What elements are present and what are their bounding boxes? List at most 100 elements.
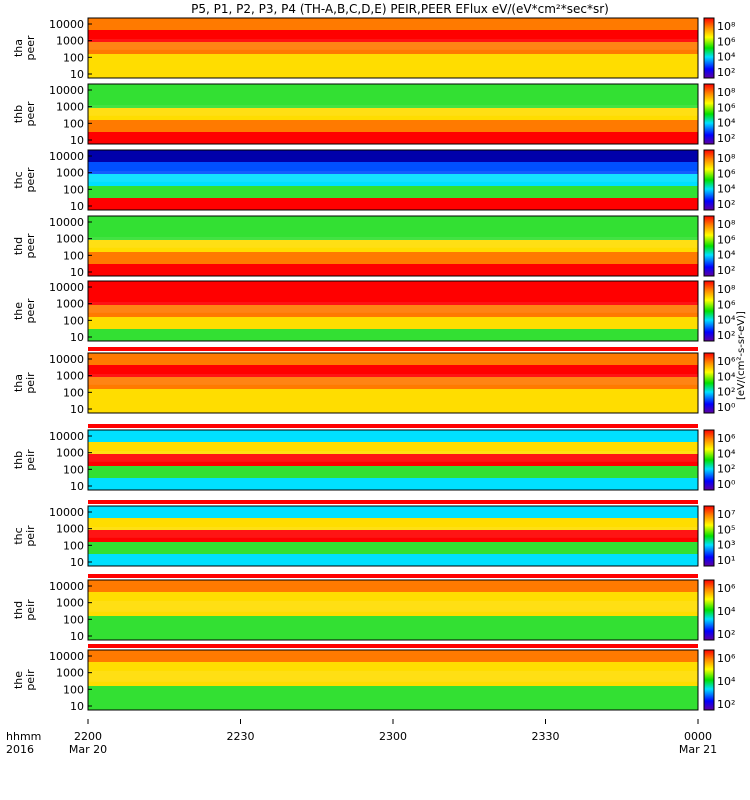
colorbar-tick-label: 10² xyxy=(717,132,735,145)
spectrogram-band xyxy=(88,54,698,67)
colorbar-tick-label: 10² xyxy=(717,329,735,342)
panel-thd-peer: 10000 1000 100 10 thd peer 10⁸ 10⁶ 10⁴ 10² xyxy=(12,215,736,279)
panel-probe-label: the xyxy=(12,302,25,320)
colorbar xyxy=(703,649,715,711)
y-tick-label: 100 xyxy=(63,117,84,130)
panel-thb-peir: 10000 1000 100 10 thb peir 10⁶ 10⁴ 10² 10⁰ xyxy=(12,424,736,493)
spectrogram-band xyxy=(88,592,698,605)
panel-frame xyxy=(87,579,699,641)
panel-species-label: peer xyxy=(24,35,37,61)
spectrogram-band xyxy=(88,120,698,133)
panel-thc-peir: 10000 1000 100 10 thc peir 10⁷ 10⁵ 10³ 10¹ xyxy=(12,500,735,569)
spectrogram-overlay xyxy=(88,451,698,462)
spectrogram-band xyxy=(88,604,698,617)
y-tick-label: 100 xyxy=(63,314,84,327)
spectrogram-band xyxy=(88,240,698,253)
panel-frame xyxy=(87,505,699,567)
spectrogram-band xyxy=(88,377,698,390)
time-tick-label: 2300 xyxy=(379,730,407,743)
spectrogram-band xyxy=(88,305,698,318)
panel-species-label: peer xyxy=(24,167,37,193)
y-tick-label: 100 xyxy=(63,183,84,196)
colorbar-tick-label: 10² xyxy=(717,628,735,641)
panel-probe-label: thc xyxy=(12,171,25,188)
colorbar-tick-label: 10⁶ xyxy=(717,652,736,665)
panel-frame xyxy=(87,149,699,211)
panel-probe-label: tha xyxy=(12,374,25,392)
colorbar-tick-label: 10⁸ xyxy=(717,20,736,33)
spectrogram-band xyxy=(88,686,698,699)
colorbar xyxy=(703,352,715,414)
colorbar-tick-label: 10⁸ xyxy=(717,152,736,165)
panel-frame xyxy=(87,215,699,277)
y-tick-label: 10000 xyxy=(49,18,84,31)
spectrogram-band xyxy=(88,353,698,366)
panel-species-label: peir xyxy=(24,525,37,547)
spectrogram-band xyxy=(88,401,698,414)
colorbar-tick-label: 10² xyxy=(717,463,735,476)
colorbar-tick-label: 10⁴ xyxy=(717,370,736,383)
panel-frame xyxy=(87,280,699,342)
colorbar-tick-label: 10⁴ xyxy=(717,249,736,262)
colorbar-tick-label: 10⁴ xyxy=(717,51,736,64)
y-tick-label: 1000 xyxy=(56,523,84,536)
panel-probe-label: tha xyxy=(12,39,25,57)
colorbar-tick-label: 10⁸ xyxy=(717,218,736,231)
panel-probe-label: thd xyxy=(12,601,25,619)
panel-probe-label: thb xyxy=(12,451,25,469)
spectrogram-band xyxy=(88,442,698,455)
colorbar xyxy=(703,149,715,211)
spectrogram-band xyxy=(88,198,698,211)
colorbar-tick-label: 10² xyxy=(717,264,735,277)
colorbar-tick-label: 10⁶ xyxy=(717,167,736,180)
y-tick-label: 10 xyxy=(70,200,84,213)
spectrogram-band xyxy=(88,264,698,277)
spectrogram-band xyxy=(88,674,698,687)
y-tick-label: 10 xyxy=(70,480,84,493)
colorbar xyxy=(703,579,715,641)
y-tick-label: 10000 xyxy=(49,84,84,97)
y-tick-label: 100 xyxy=(63,386,84,399)
colorbar-tick-label: 10⁴ xyxy=(717,314,736,327)
colorbar-tick-label: 10² xyxy=(717,66,735,79)
spectrogram-band xyxy=(88,542,698,555)
colorbar-tick-label: 10¹ xyxy=(717,554,735,567)
panel-probe-label: thc xyxy=(12,527,25,544)
spectrogram-band xyxy=(88,293,698,306)
spectrogram-band xyxy=(88,132,698,145)
spectrogram-band xyxy=(88,66,698,79)
colorbar-tick-label: 10⁸ xyxy=(717,283,736,296)
colorbar xyxy=(703,429,715,491)
colorbar-tick-label: 10⁵ xyxy=(717,523,735,536)
colorbar-tick-label: 10⁶ xyxy=(717,101,736,114)
chart-title: P5, P1, P2, P3, P4 (TH-A,B,C,D,E) PEIR,P… xyxy=(191,2,609,16)
panel-thc-peer: 10000 1000 100 10 thc peer 10⁸ 10⁶ 10⁴ 10² xyxy=(12,149,736,213)
colorbar-units-label: [eV/(cm²-s-sr-eV)] xyxy=(736,311,747,400)
y-tick-label: 1000 xyxy=(56,447,84,460)
spectrogram-band xyxy=(88,18,698,31)
panel-frame xyxy=(87,352,699,414)
time-row-label: 2016 xyxy=(6,743,34,756)
spectrogram-band xyxy=(88,662,698,675)
spectrogram-band xyxy=(88,228,698,241)
spectrogram-band xyxy=(88,478,698,491)
colorbar xyxy=(703,17,715,79)
panel-species-label: peir xyxy=(24,372,37,394)
spectrogram-band xyxy=(88,628,698,641)
time-date-label: Mar 20 xyxy=(69,743,107,756)
colorbar-tick-label: 10⁰ xyxy=(717,401,736,414)
colorbar-tick-label: 10² xyxy=(717,698,735,711)
colorbar-tick-label: 10⁴ xyxy=(717,447,736,460)
colorbar xyxy=(703,215,715,277)
y-tick-label: 10000 xyxy=(49,150,84,163)
spectrogram-overlay xyxy=(88,105,698,116)
spectrogram-band xyxy=(88,580,698,593)
panel-probe-label: thb xyxy=(12,105,25,123)
y-tick-label: 10000 xyxy=(49,580,84,593)
spectrogram-band xyxy=(88,162,698,175)
panel-thb-peer: 10000 1000 100 10 thb peer 10⁸ 10⁶ 10⁴ 10² xyxy=(12,83,736,147)
spectrogram-overlay xyxy=(88,601,698,612)
time-date-label: Mar 21 xyxy=(679,743,717,756)
panel-species-label: peer xyxy=(24,101,37,127)
spectrogram-band xyxy=(88,530,698,543)
